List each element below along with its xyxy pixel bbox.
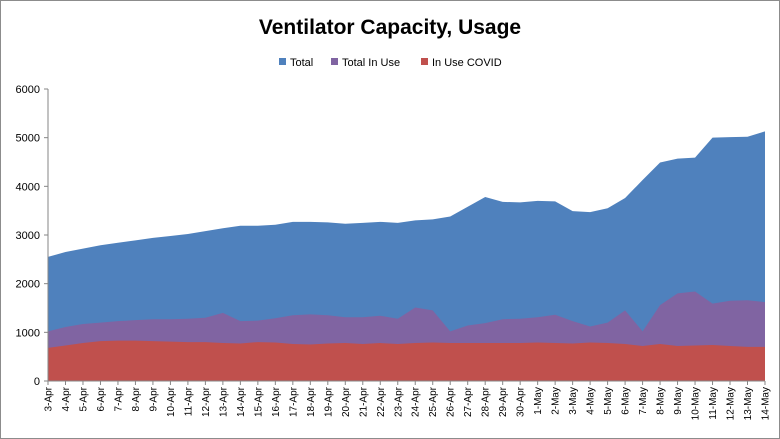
x-tick-label: 14-Apr (236, 386, 247, 417)
x-tick-label: 22-Apr (376, 386, 387, 417)
y-tick-label: 6000 (16, 84, 40, 96)
plot-areas (48, 131, 765, 381)
x-tick-label: 12-Apr (201, 386, 212, 417)
x-axis-ticks: 3-Apr 4-Apr 5-Apr 6-Apr 7-Apr 8-Apr 9-Apr 10-Ap… (44, 381, 772, 420)
x-tick-label: 27-Apr (463, 386, 474, 417)
x-tick-label: 8-May (656, 387, 667, 415)
chart-title: Ventilator Capacity, Usage (259, 16, 521, 39)
y-axis-ticks: 0 1000 2000 3000 4000 5000 6000 (16, 84, 48, 388)
x-tick-label: 13-Apr (218, 386, 229, 417)
x-tick-label: 10-Apr (166, 386, 177, 417)
x-tick-label: 26-Apr (446, 386, 457, 417)
x-tick-label: 21-Apr (358, 386, 369, 417)
x-tick-label: 25-Apr (428, 386, 439, 417)
x-tick-label: 28-Apr (481, 386, 492, 417)
legend: Total Total In Use In Use COVID (279, 57, 502, 69)
x-tick-label: 19-Apr (323, 386, 334, 417)
legend-swatch-total (279, 58, 286, 65)
x-tick-label: 13-May (743, 387, 754, 420)
y-tick-label: 1000 (16, 327, 40, 339)
x-tick-label: 5-Apr (78, 386, 89, 411)
x-tick-label: 9-Apr (148, 386, 159, 411)
x-tick-label: 7-May (638, 387, 649, 415)
x-tick-label: 2-May (551, 387, 562, 415)
y-tick-label: 3000 (16, 230, 40, 242)
x-tick-label: 16-Apr (271, 386, 282, 417)
x-tick-label: 12-May (726, 387, 737, 420)
x-tick-label: 20-Apr (341, 386, 352, 417)
x-tick-label: 5-May (603, 387, 614, 415)
legend-label-total-in-use: Total In Use (342, 57, 400, 69)
legend-label-total: Total (290, 57, 313, 69)
x-tick-label: 30-Apr (516, 386, 527, 417)
x-tick-label: 23-Apr (393, 386, 404, 417)
x-tick-label: 17-Apr (288, 386, 299, 417)
legend-label-in-use-covid: In Use COVID (432, 57, 502, 69)
x-tick-label: 11-May (708, 387, 719, 420)
x-tick-label: 3-Apr (44, 386, 55, 411)
x-tick-label: 6-May (621, 387, 632, 415)
x-tick-label: 4-Apr (61, 386, 72, 411)
x-tick-label: 11-Apr (183, 386, 194, 416)
legend-swatch-in-use-covid (421, 58, 428, 65)
x-tick-label: 24-Apr (411, 386, 422, 417)
x-tick-label: 9-May (673, 387, 684, 415)
area-in-use-covid (48, 340, 765, 381)
x-tick-label: 4-May (586, 387, 597, 415)
x-tick-label: 18-Apr (306, 386, 317, 417)
x-tick-label: 3-May (568, 387, 579, 415)
x-tick-label: 8-Apr (131, 386, 142, 411)
y-tick-label: 4000 (16, 181, 40, 193)
x-tick-label: 15-Apr (253, 386, 264, 417)
x-tick-label: 10-May (691, 387, 702, 420)
legend-swatch-total-in-use (331, 58, 338, 65)
x-tick-label: 29-Apr (498, 386, 509, 417)
x-tick-label: 6-Apr (96, 386, 107, 411)
x-tick-label: 1-May (533, 387, 544, 415)
x-tick-label: 7-Apr (113, 386, 124, 411)
y-tick-label: 0 (34, 376, 40, 388)
y-tick-label: 2000 (16, 279, 40, 291)
x-tick-label: 14-May (761, 387, 772, 420)
y-tick-label: 5000 (16, 133, 40, 145)
